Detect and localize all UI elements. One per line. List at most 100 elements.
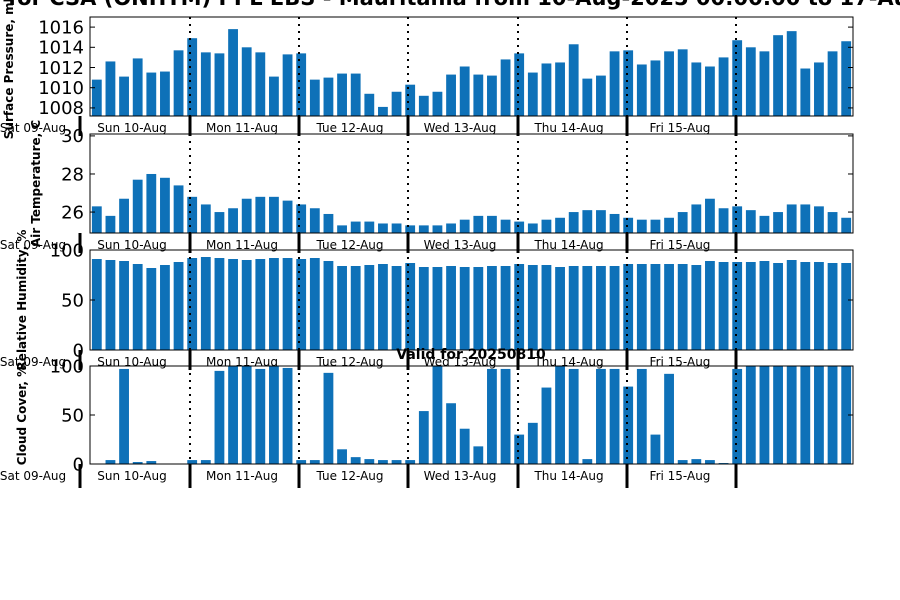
bar [636, 264, 647, 350]
bar [160, 71, 170, 116]
bar [596, 266, 606, 350]
plot-frame [89, 133, 854, 234]
bar [596, 75, 606, 116]
bar [732, 206, 743, 233]
day-label: Wed 13-Aug [424, 121, 497, 135]
bar [132, 58, 143, 116]
bar [91, 206, 102, 233]
bar [214, 370, 225, 464]
chart-subtitle: Valid for 20250810 [396, 347, 546, 363]
bar [146, 173, 157, 233]
bar [759, 215, 770, 233]
bar [705, 198, 715, 233]
bar [814, 262, 824, 350]
bar [364, 93, 375, 116]
day-label: Fri 15-Aug [650, 121, 711, 135]
bar [405, 84, 416, 116]
y-tick-label: 1008 [38, 98, 84, 119]
bar [555, 217, 565, 233]
bar [132, 462, 143, 464]
day-label: Tue 12-Aug [315, 121, 383, 135]
bar [364, 265, 375, 350]
y-tick-label: 28 [61, 164, 84, 185]
bar [759, 366, 770, 464]
bar [636, 368, 647, 464]
bar [814, 206, 824, 233]
bar [337, 266, 347, 350]
bar [609, 368, 620, 464]
bar [514, 53, 525, 116]
bar [405, 263, 416, 350]
bar [677, 460, 688, 464]
bar [705, 460, 715, 464]
bar [691, 459, 702, 464]
bar [228, 208, 238, 233]
bar [323, 77, 334, 116]
bar [214, 258, 225, 350]
bar [786, 260, 797, 350]
bar [160, 265, 170, 350]
bar [432, 366, 443, 464]
bar [745, 262, 756, 350]
bar [487, 75, 497, 116]
bar [500, 219, 511, 233]
bar [132, 179, 143, 233]
bar [446, 223, 456, 233]
bar [759, 261, 770, 350]
bar [364, 221, 375, 233]
bar [269, 76, 279, 116]
bar [91, 259, 102, 350]
bar [269, 258, 279, 350]
bar [487, 215, 497, 233]
bar [105, 460, 116, 464]
bar [350, 73, 361, 116]
bar [541, 265, 552, 350]
bar [337, 449, 347, 464]
day-label: Sat 09-Aug [0, 355, 66, 369]
bar [473, 446, 484, 464]
bar [664, 217, 674, 233]
day-label: Sun 10-Aug [97, 121, 166, 135]
y-axis-label: Relative Humidity, % [15, 230, 29, 371]
bar [446, 74, 456, 116]
bar [200, 460, 211, 464]
bar [214, 53, 225, 116]
bar [609, 213, 620, 233]
bar [650, 60, 661, 116]
y-tick-label: 1014 [38, 38, 84, 59]
bar [405, 460, 416, 464]
bar [555, 267, 565, 350]
bar [745, 366, 756, 464]
bar [786, 366, 797, 464]
bar [146, 72, 157, 116]
bar [228, 259, 238, 350]
bar [623, 386, 634, 464]
bar [582, 266, 593, 350]
bar [568, 212, 579, 233]
bar [827, 366, 838, 464]
bar [841, 366, 852, 464]
bar [459, 66, 470, 116]
bar [119, 76, 129, 116]
bar [350, 457, 361, 464]
bar [146, 268, 157, 350]
bar [228, 366, 238, 464]
bar [527, 422, 538, 464]
bar [255, 196, 266, 233]
bar [378, 223, 388, 233]
y-tick-label: 1010 [38, 78, 84, 99]
bar [527, 265, 538, 350]
bar [282, 258, 293, 350]
day-label: Mon 11-Aug [206, 121, 278, 135]
bar [650, 219, 661, 233]
y-axis-label: Air Temperature, C [29, 120, 43, 248]
bar [677, 212, 688, 233]
y-tick-label: 100 [50, 240, 84, 261]
bar [800, 204, 811, 233]
bar [350, 221, 361, 233]
bar [664, 51, 674, 116]
bar [255, 368, 266, 464]
bar [473, 267, 484, 350]
bar [541, 219, 552, 233]
